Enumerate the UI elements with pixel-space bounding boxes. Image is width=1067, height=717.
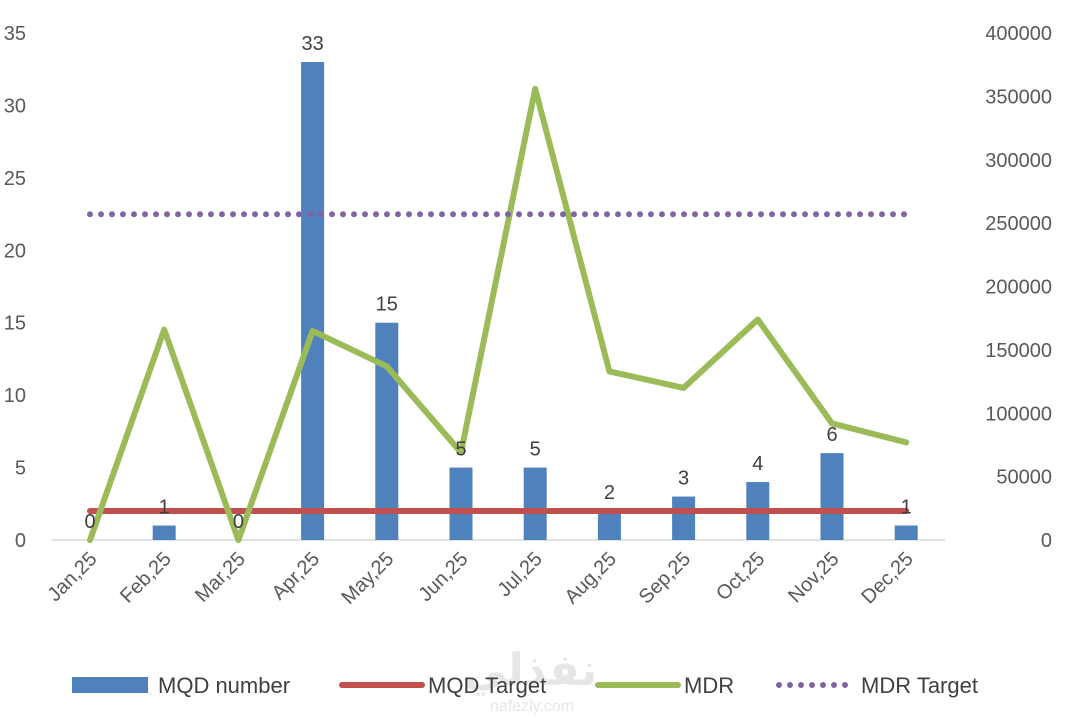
bar-data-label: 1 — [901, 497, 912, 519]
watermark: نفذلي nafezly.com — [463, 645, 598, 715]
bar-data-label: 4 — [752, 453, 763, 475]
left-tick-label: 25 — [4, 168, 26, 190]
mqd-bars — [152, 61, 918, 540]
left-axis-ticks: 0 5 10 15 20 25 30 35 — [4, 23, 26, 552]
x-tick-label: Apr,25 — [268, 548, 324, 604]
right-axis-ticks: 0 50000 100000 150000 200000 250000 300000 3500… — [985, 23, 1052, 552]
mqd-bar — [375, 322, 399, 540]
right-tick-label: 150000 — [985, 340, 1052, 362]
x-tick-label: Feb,25 — [116, 548, 176, 608]
series-lines — [87, 85, 910, 543]
legend: MQD number MQD Target MDR MDR Target — [72, 673, 978, 698]
bar-data-label: 1 — [159, 497, 170, 519]
x-tick-label: Aug,25 — [561, 548, 621, 608]
right-tick-label: 300000 — [985, 150, 1052, 172]
left-tick-label: 20 — [4, 240, 26, 262]
mqd-bar — [597, 511, 621, 540]
bar-data-label: 2 — [604, 482, 615, 504]
x-tick-label: Jul,25 — [493, 548, 546, 601]
bar-data-label: 3 — [678, 468, 689, 490]
x-tick-label: Mar,25 — [191, 548, 250, 607]
right-tick-label: 50000 — [996, 467, 1052, 489]
x-tick-label: Jan,25 — [44, 548, 102, 606]
bar-data-label: 0 — [233, 511, 244, 533]
bar-data-label: 5 — [530, 439, 541, 461]
bar-data-label: 15 — [376, 294, 398, 316]
left-tick-label: 5 — [15, 458, 26, 480]
right-tick-label: 400000 — [985, 23, 1052, 45]
mqd-bar — [523, 467, 547, 540]
legend-label: MQD Target — [428, 673, 546, 698]
x-tick-label: Dec,25 — [857, 548, 917, 608]
bar-data-label: 33 — [301, 33, 323, 55]
x-tick-label: May,25 — [337, 548, 398, 609]
x-tick-label: Sep,25 — [635, 548, 695, 608]
left-tick-label: 30 — [4, 95, 26, 117]
legend-label: MDR Target — [861, 673, 978, 698]
left-tick-label: 35 — [4, 23, 26, 45]
bar-data-label: 5 — [455, 439, 466, 461]
x-axis-labels: Jan,25 Feb,25 Mar,25 Apr,25 May,25 Jun,25 Jul,… — [44, 548, 918, 609]
legend-label: MDR — [684, 673, 734, 698]
right-tick-label: 100000 — [985, 403, 1052, 425]
right-tick-label: 200000 — [985, 277, 1052, 299]
x-tick-label: Jun,25 — [415, 548, 473, 606]
x-tick-label: Oct,25 — [712, 548, 769, 605]
mqd-bar — [820, 453, 844, 540]
right-tick-label: 0 — [1041, 530, 1052, 552]
mqd-bar — [894, 525, 918, 540]
x-tick-label: Nov,25 — [784, 548, 843, 607]
mqd-bar — [672, 496, 696, 540]
bar-data-label: 6 — [826, 424, 837, 446]
mqd-bar — [152, 525, 176, 540]
left-tick-label: 0 — [15, 530, 26, 552]
mqd-bar — [301, 61, 325, 540]
left-tick-label: 10 — [4, 385, 26, 407]
watermark-arabic: نفذلي — [463, 645, 598, 696]
right-tick-label: 350000 — [985, 86, 1052, 108]
bar-data-labels: 0 1 0 33 15 5 5 2 3 4 6 1 — [84, 33, 911, 533]
bar-data-label: 0 — [84, 511, 95, 533]
mqd-bar — [449, 467, 473, 540]
legend-label: MQD number — [158, 673, 290, 698]
right-tick-label: 250000 — [985, 213, 1052, 235]
left-tick-label: 15 — [4, 313, 26, 335]
mdr-line — [87, 85, 910, 543]
legend-swatch-bar — [72, 677, 148, 693]
watermark-latin: nafezly.com — [490, 698, 574, 715]
